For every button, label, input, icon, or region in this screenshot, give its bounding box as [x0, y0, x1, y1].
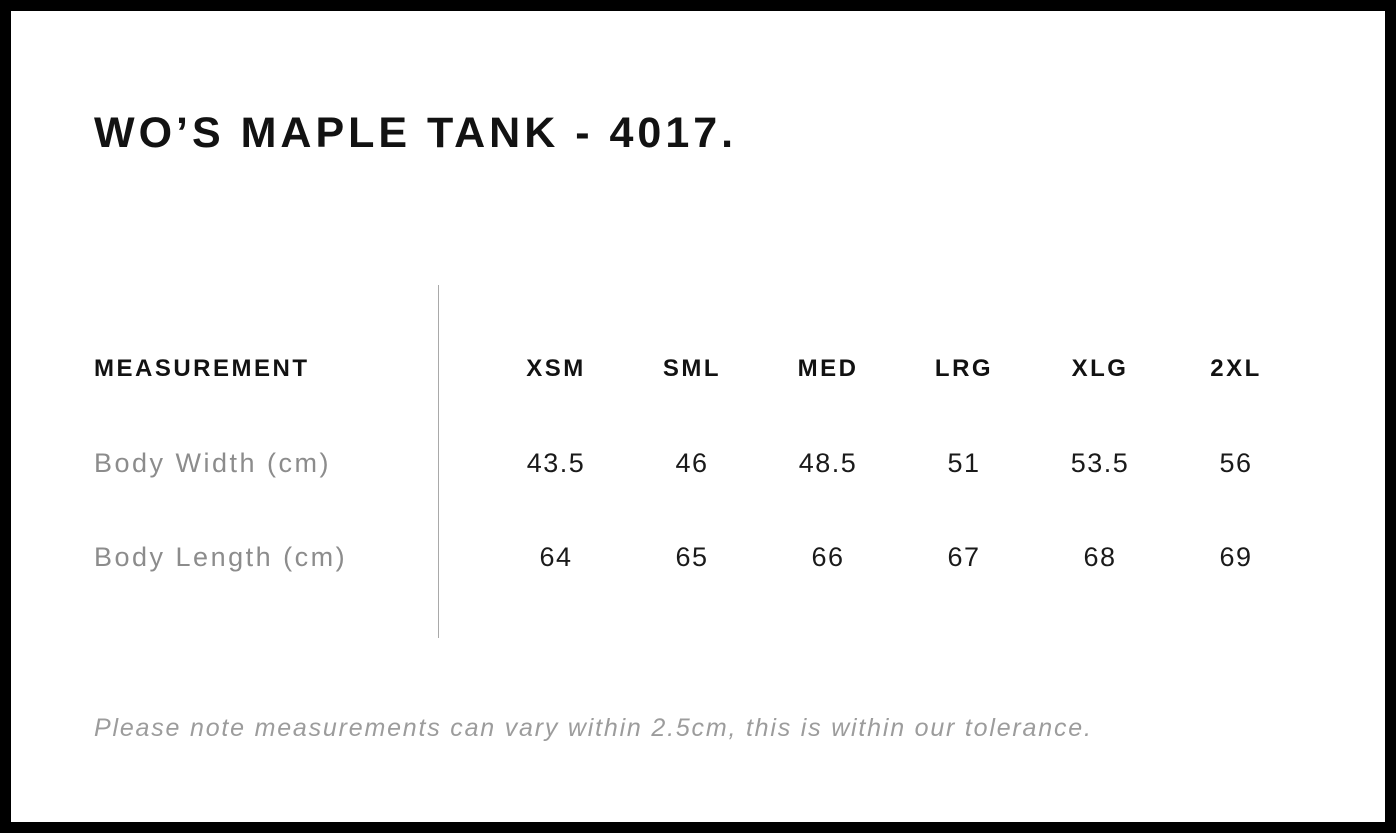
cell-value: 69	[1219, 541, 1253, 572]
cell-value: 64	[539, 541, 573, 572]
cell-value: 68	[1083, 541, 1117, 572]
column-header-measurement: MEASUREMENT	[94, 355, 310, 382]
header-values: XSM SML MED LRG XLG 2XL	[488, 355, 1304, 383]
table-row-body-width: Body Width (cm) 43.5 46 48.5 51 53.5 56	[94, 416, 1344, 510]
column-header-2xl: 2XL	[1210, 355, 1262, 382]
table-divider	[438, 285, 439, 638]
column-header-lrg: LRG	[934, 355, 994, 382]
cell-value: 66	[811, 541, 845, 572]
row-label: Body Width (cm)	[94, 447, 332, 478]
cell-value: 46	[675, 447, 709, 478]
row-label: Body Length (cm)	[94, 541, 348, 572]
column-header-med: MED	[797, 355, 859, 382]
row-values: 43.5 46 48.5 51 53.5 56	[488, 448, 1304, 479]
cell-value: 51	[947, 447, 981, 478]
column-header-xsm: XSM	[526, 355, 586, 382]
table-row-body-length: Body Length (cm) 64 65 66 67 68 69	[94, 510, 1344, 604]
row-values: 64 65 66 67 68 69	[488, 542, 1304, 573]
cell-value: 43.5	[526, 447, 586, 478]
table-header-row: MEASUREMENT XSM SML MED LRG XLG 2XL	[94, 322, 1344, 416]
column-header-sml: SML	[662, 355, 722, 382]
cell-value: 67	[947, 541, 981, 572]
cell-value: 65	[675, 541, 709, 572]
cell-value: 56	[1219, 447, 1253, 478]
page-title: WO’S MAPLE TANK - 4017.	[94, 109, 738, 157]
size-chart-table: MEASUREMENT XSM SML MED LRG XLG 2XL Body…	[94, 322, 1344, 604]
cell-value: 53.5	[1070, 447, 1130, 478]
cell-value: 48.5	[798, 447, 858, 478]
column-header-xlg: XLG	[1071, 355, 1129, 382]
tolerance-note: Please note measurements can vary within…	[94, 714, 1093, 742]
